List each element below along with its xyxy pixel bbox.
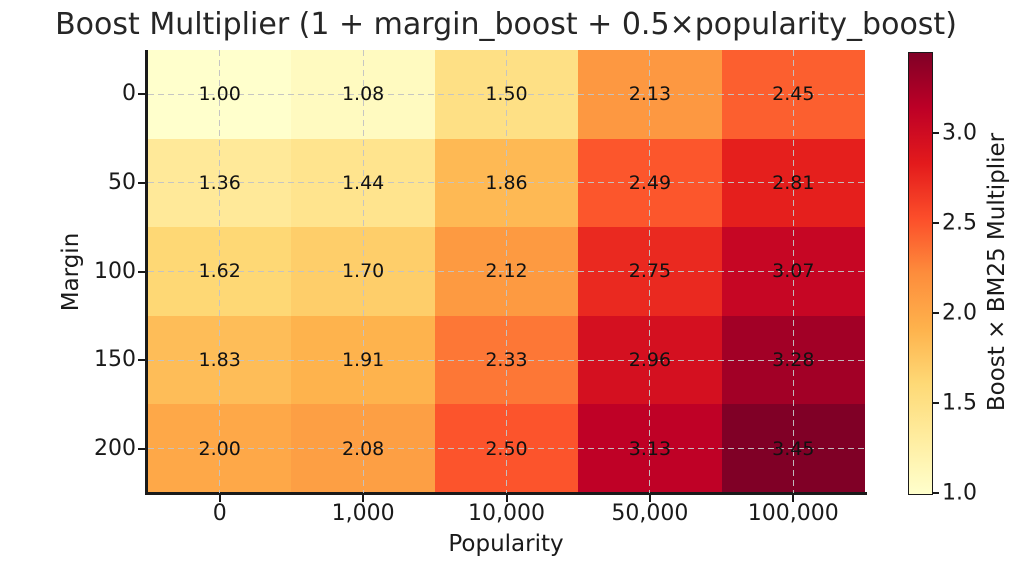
- heatmap-cell: 2.13: [578, 50, 722, 139]
- cell-value: 2.45: [772, 83, 815, 106]
- colorbar-tick-label: 2.5: [942, 210, 977, 236]
- axis-spine-left: [145, 50, 148, 495]
- y-tick-label: 100: [94, 258, 136, 284]
- cell-value: 1.70: [341, 260, 385, 283]
- heatmap-cell: 1.83: [148, 315, 292, 405]
- cell-value: 2.33: [485, 349, 528, 372]
- cell-value: 2.96: [628, 349, 672, 372]
- cell-value: 1.44: [341, 171, 385, 194]
- x-axis-label: Popularity: [448, 531, 564, 557]
- colorbar-tick-mark: [933, 312, 939, 314]
- heatmap-cell: 1.50: [434, 50, 579, 139]
- heatmap-cell: 1.00: [148, 50, 292, 139]
- heatmap-cell: 1.44: [291, 138, 435, 228]
- colorbar-tick-mark: [933, 132, 939, 134]
- x-tick-mark: [218, 495, 221, 502]
- y-tick-mark: [138, 447, 145, 450]
- y-tick-mark: [138, 181, 145, 184]
- axis-spine-bottom: [145, 492, 867, 495]
- cell-value: 3.28: [772, 349, 815, 372]
- y-tick-mark: [138, 93, 145, 96]
- heatmap-cell: 1.91: [291, 315, 435, 405]
- heatmap-cell: 2.75: [578, 227, 722, 316]
- cell-value: 3.07: [772, 260, 815, 283]
- cell-value: 2.13: [628, 83, 672, 106]
- y-tick-label: 200: [94, 435, 136, 461]
- heatmap-cell: 2.08: [291, 404, 435, 493]
- heatmap-cell: 1.62: [148, 227, 292, 316]
- cell-value: 2.49: [628, 171, 672, 194]
- cell-value: 1.86: [485, 171, 528, 194]
- heatmap-cells: 1.00 1.08 1.50 2.13 2.45 1.36 1.44 1.86 2.49 2.81…: [148, 50, 865, 493]
- cell-value: 1.91: [341, 349, 385, 372]
- heatmap-cell: 3.28: [721, 315, 865, 405]
- x-tick-mark: [792, 495, 795, 502]
- heatmap-cell: 2.49: [578, 138, 722, 228]
- y-tick-label: 50: [108, 169, 136, 195]
- y-tick-mark: [138, 270, 145, 273]
- cell-value: 3.13: [628, 437, 672, 460]
- colorbar-tick-label: 3.0: [942, 120, 977, 146]
- cell-value: 1.00: [198, 83, 241, 106]
- cell-value: 1.83: [198, 349, 241, 372]
- colorbar: [908, 52, 933, 495]
- x-tick-label: 0: [212, 501, 227, 526]
- x-tick-label: 10,000: [468, 501, 545, 526]
- cell-value: 1.36: [198, 171, 241, 194]
- x-tick-mark: [505, 495, 508, 502]
- chart-title: Boost Multiplier (1 + margin_boost + 0.5…: [55, 7, 957, 42]
- heatmap-cell: 1.70: [291, 227, 435, 316]
- colorbar-tick-label: 1.0: [942, 480, 977, 506]
- y-tick-label: 150: [94, 347, 136, 373]
- cell-value: 2.12: [485, 260, 528, 283]
- heatmap-cell: 2.45: [721, 50, 865, 139]
- heatmap-cell: 1.36: [148, 138, 292, 228]
- colorbar-tick-mark: [933, 492, 939, 494]
- x-tick-label: 100,000: [747, 501, 839, 526]
- colorbar-tick-mark: [933, 402, 939, 404]
- heatmap-cell: 3.13: [578, 404, 722, 493]
- heatmap-cell: 1.08: [291, 50, 435, 139]
- cell-value: 2.81: [772, 171, 815, 194]
- cell-value: 2.08: [341, 437, 385, 460]
- x-tick-mark: [648, 495, 651, 502]
- heatmap-cell: 2.96: [578, 315, 722, 405]
- heatmap-cell: 2.33: [434, 315, 579, 405]
- y-tick-mark: [138, 359, 145, 362]
- cell-value: 2.50: [485, 437, 528, 460]
- cell-value: 2.00: [198, 437, 241, 460]
- x-tick-mark: [362, 495, 365, 502]
- heatmap-cell: 2.00: [148, 404, 292, 493]
- cell-value: 1.08: [341, 83, 385, 106]
- colorbar-tick-label: 2.0: [942, 300, 977, 326]
- colorbar-tick-mark: [933, 222, 939, 224]
- cell-value: 3.45: [772, 437, 815, 460]
- x-tick-label: 1,000: [331, 501, 395, 526]
- y-axis-label: Margin: [58, 232, 84, 312]
- cell-value: 1.62: [198, 260, 241, 283]
- colorbar-label: Boost × BM25 Multiplier: [984, 132, 1010, 412]
- heatmap-cell: 1.86: [434, 138, 579, 228]
- heatmap-cell: 2.12: [434, 227, 579, 316]
- heatmap-cell: 2.81: [721, 138, 865, 228]
- heatmap-cell: 3.45: [721, 404, 865, 493]
- y-tick-label: 0: [122, 81, 136, 107]
- cell-value: 1.50: [485, 83, 528, 106]
- cell-value: 2.75: [628, 260, 672, 283]
- heatmap-cell: 3.07: [721, 227, 865, 316]
- plot-area: 1.00 1.08 1.50 2.13 2.45 1.36 1.44 1.86 2.49 2.81…: [148, 50, 865, 493]
- x-tick-label: 50,000: [611, 501, 689, 526]
- colorbar-tick-label: 1.5: [942, 390, 977, 416]
- heatmap-cell: 2.50: [434, 404, 579, 493]
